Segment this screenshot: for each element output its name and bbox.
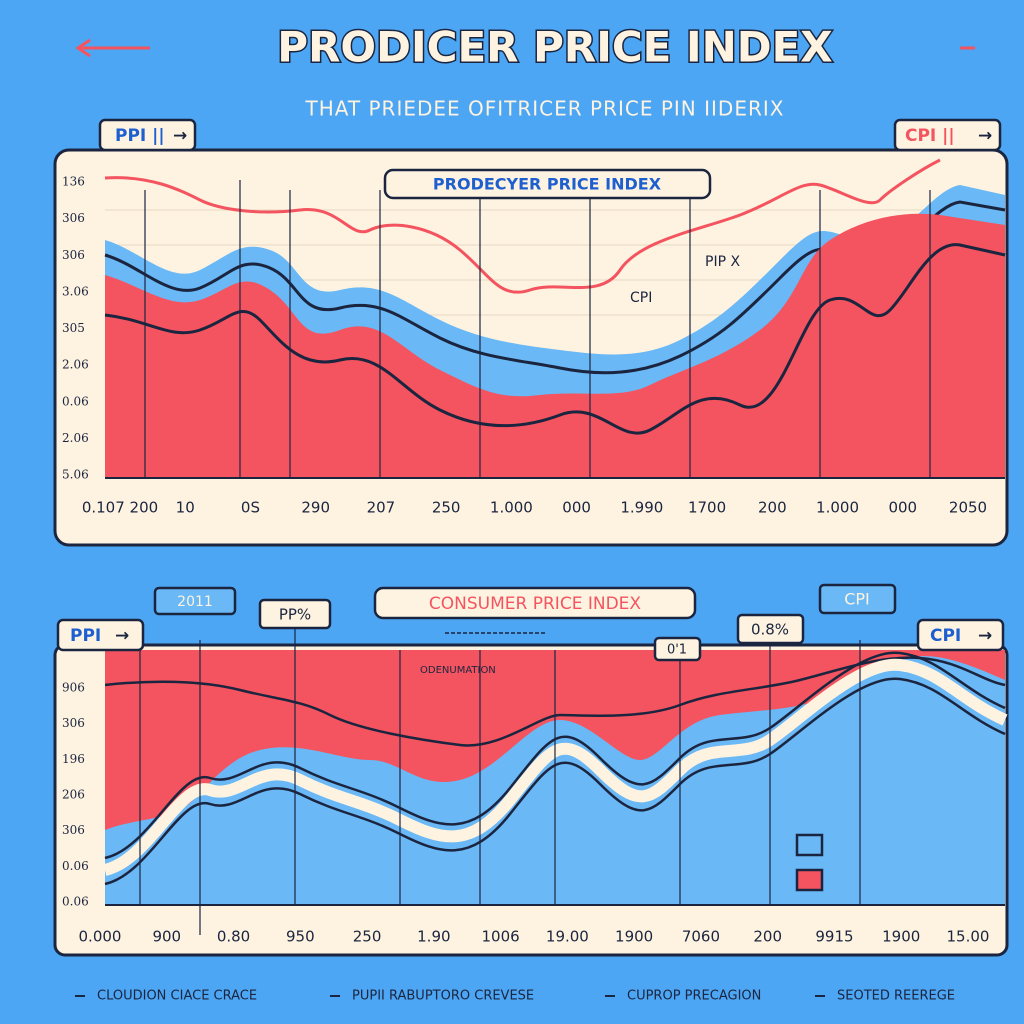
badge-arrow: → [978,126,992,146]
header-arrow-head [75,38,91,58]
x-tick-label: 1.90 [417,928,450,946]
x-tick-label: 0S [241,499,260,517]
x-tick-label: 10 [176,499,195,517]
dark-line [104,677,1006,886]
badge-right [893,118,1002,152]
y-tick-label: 306 [62,716,85,730]
x-tick-label: 0.107 200 [82,499,158,517]
x-tick-label: 1900 [615,928,653,946]
top-verticals [144,180,931,478]
legend-box [795,868,824,892]
series-label: PIP X [705,254,740,270]
x-tick-label: 250 [353,928,382,946]
badge-text: PPI || [115,126,165,146]
x-tick-label: 9915 [815,928,853,946]
red-area [105,213,1005,478]
y-tick-label: 0.06 [62,394,89,408]
y-tick-label: 306 [62,211,85,225]
bottom-verticals [139,620,861,935]
y-tick-label: 5.06 [62,468,89,482]
footer-item: PUPII RABUPTORO CREVESE [352,989,534,1004]
x-tick-label: 290 [301,499,330,517]
badge-text: CPI || [905,126,955,146]
callout-box [153,586,237,616]
x-tick-label: 200 [753,928,782,946]
y-tick-label: 306 [62,823,85,837]
top-heading: PRODECYER PRICE INDEX [433,175,662,194]
y-tick-label: 3.06 [62,284,89,298]
callout: 2011 [177,594,213,610]
callout-box [258,598,332,630]
x-tick-label: 1900 [882,928,920,946]
bottom-heading-box [373,586,697,620]
y-tick-label: 306 [62,248,85,262]
y-tick-label: 305 [62,321,85,335]
x-tick-label: 250 [432,499,461,517]
y-tick-label: 906 [62,681,85,695]
x-tick-label: 1006 [482,928,520,946]
cream-band [103,658,1008,876]
y-tick-label: 2.06 [62,431,89,445]
y-tick-label: 2.06 [62,358,89,372]
callout-box [818,583,897,615]
footer-item: SEOTED REEREGE [837,989,955,1004]
y-tick-label: 136 [62,175,85,189]
callout-box [653,636,702,662]
badge-text: CPI [930,626,961,646]
x-tick-label: 000 [888,499,917,517]
x-tick-label: 15.00 [947,928,990,946]
footer-item: CLOUDION CIACE CRACE [97,989,257,1004]
x-tick-label: 1.000 [816,499,859,517]
x-tick-label: 000 [562,499,591,517]
x-tick-label: 1700 [688,499,726,517]
x-tick-label: 0.000 [79,928,122,946]
badge-text: PPI [70,626,101,646]
x-tick-label: 950 [286,928,315,946]
dark-line [104,243,1006,435]
badge-arrow: → [978,626,992,646]
badge-left [98,118,197,152]
callout: 0.8% [751,621,789,639]
badge-arrow: → [115,626,129,646]
badge-right [916,618,1005,652]
callout-box [736,613,805,645]
dark-line [104,656,1006,747]
bottom-heading: CONSUMER PRICE INDEX [429,594,641,614]
x-tick-label: 19.00 [546,928,589,946]
x-tick-label: 7060 [682,928,720,946]
y-tick-label: 196 [62,752,85,766]
red-line [104,158,941,294]
top-heading-box [383,168,712,200]
x-tick-label: 207 [367,499,396,517]
dark-line [104,651,1006,860]
x-tick-label: 2050 [949,499,987,517]
footer-item: CUPROP PRECAGION [627,989,761,1004]
x-tick-label: 1.990 [620,499,663,517]
series-label: CPI [630,290,652,306]
red-area [105,650,1005,830]
badge-left [56,618,145,652]
y-tick-label: 0.06 [62,859,89,873]
callout: 0'1 [667,643,687,658]
callout: PP% [279,606,311,624]
y-tick-label: 0.06 [62,895,89,909]
y-tick-label: 206 [62,788,85,802]
title: PRODICER PRICE INDEX [277,23,832,72]
callout: CPI [844,590,870,609]
subtitle: THAT PRIEDEE OFITRICER PRICE PIN IIDERIX [305,97,785,121]
legend-box [795,833,824,857]
x-tick-label: 0.80 [217,928,250,946]
x-tick-label: 900 [152,928,181,946]
x-tick-label: 1.000 [490,499,533,517]
note: ODENUMATION [420,665,496,676]
x-tick-label: 200 [758,499,787,517]
badge-arrow: → [173,126,187,146]
